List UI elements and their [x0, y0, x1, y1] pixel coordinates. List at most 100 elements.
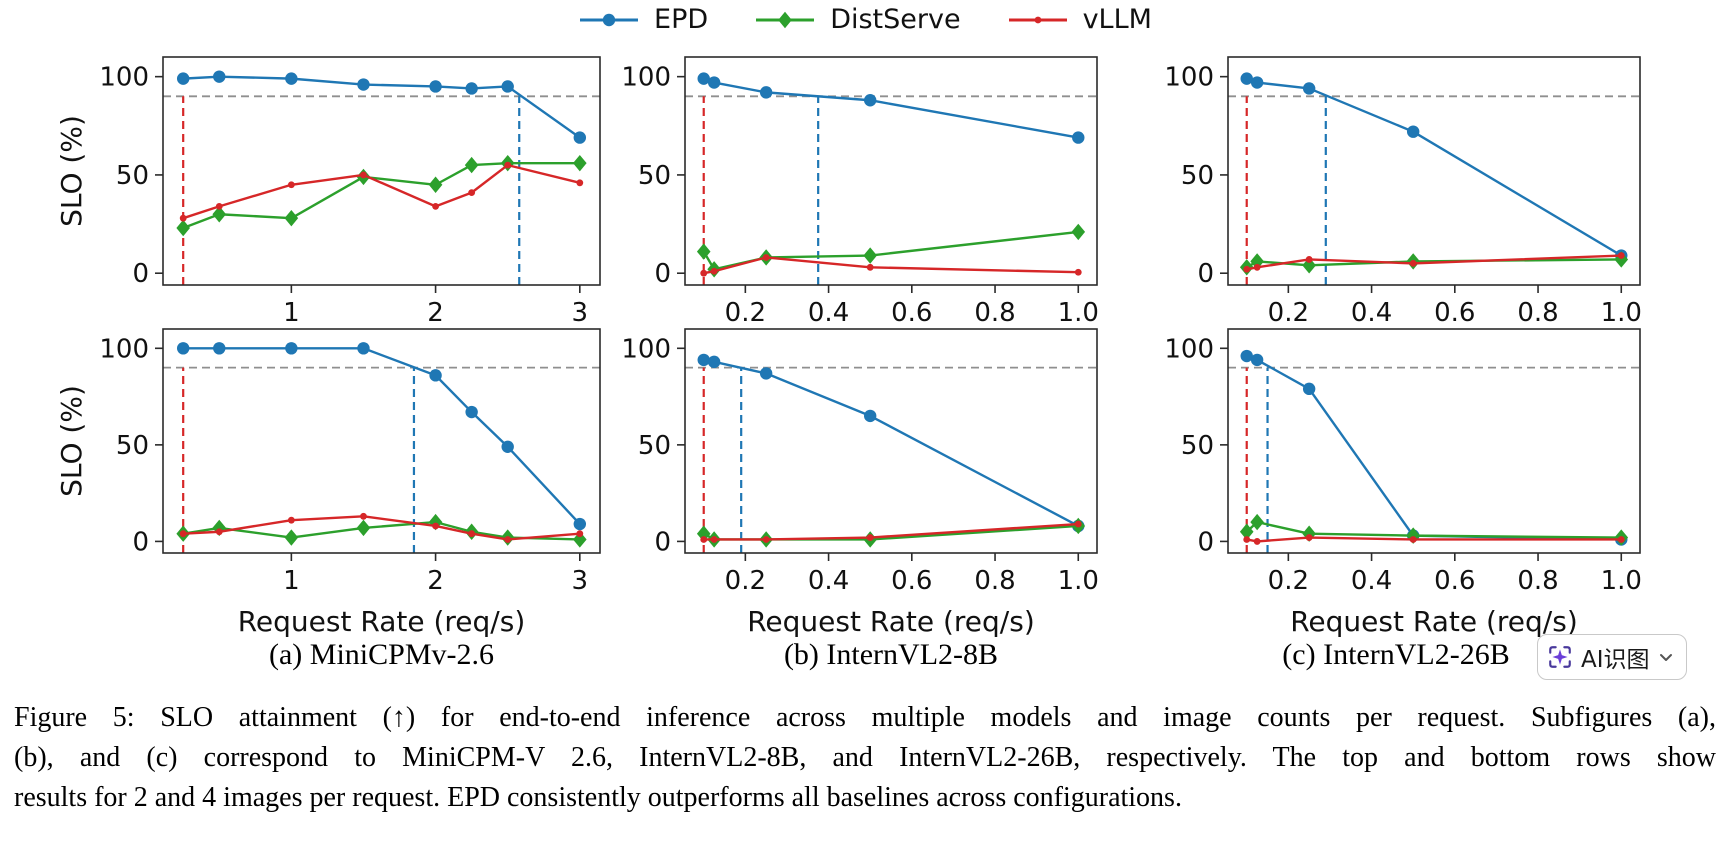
- legend-item-vllm: vLLM: [1007, 4, 1152, 35]
- x-axis-title: Request Rate (req/s): [1290, 605, 1578, 637]
- subplot-internvl8b-4img: 0.2 0.4 0.6 0.8 1.0 0 50 100 Request Rate (req/s…: [575, 315, 1110, 637]
- marker-dot: [1409, 259, 1417, 267]
- plot-frame: [162, 56, 601, 286]
- y-tick-label: 50: [638, 431, 671, 461]
- subplot-internvl8b-2img: 0.2 0.4 0.6 0.8 1.0 0 50 100: [575, 43, 1110, 331]
- caption-line-3: results for 2 and 4 images per request. …: [14, 782, 1182, 813]
- marker-circle: [285, 72, 298, 85]
- marker-circle: [863, 94, 877, 107]
- marker-circle: [429, 369, 442, 382]
- series-vLLM: [700, 254, 1082, 277]
- marker-dot: [1305, 256, 1313, 263]
- marker-dot: [468, 530, 476, 538]
- series-EPD: [697, 72, 1085, 144]
- y-tick-label: 0: [1197, 259, 1214, 289]
- caption-line-1: Figure 5: SLO attainment (↑) for end-to-…: [14, 702, 1716, 733]
- marker-diamond: [573, 154, 587, 172]
- series-line: [702, 230, 1079, 271]
- subplot-minicpm-2img: 1 2 3 0 50 100 SLO (%): [53, 43, 613, 331]
- series-EPD: [1240, 349, 1628, 546]
- x-tick-label: 1.0: [1601, 298, 1642, 328]
- y-axis: 0 50 100: [621, 63, 685, 289]
- marker-diamond: [1614, 251, 1629, 268]
- chevron-down-icon: [1658, 649, 1674, 665]
- marker-circle: [1240, 349, 1253, 363]
- marker-circle: [1302, 382, 1316, 396]
- series-vLLM: [1243, 534, 1625, 545]
- marker-circle: [213, 70, 226, 83]
- marker-circle: [1250, 353, 1264, 367]
- marker-dot: [504, 161, 512, 169]
- y-tick-label: 50: [116, 431, 149, 461]
- x-tick-label: 0.6: [1434, 566, 1475, 596]
- marker-circle: [465, 405, 478, 419]
- marker-dot: [432, 202, 439, 210]
- series-line: [1246, 77, 1622, 257]
- marker-circle: [357, 78, 370, 91]
- series-EPD: [1240, 72, 1628, 262]
- x-tick-label: 3: [572, 566, 589, 596]
- marker-circle: [501, 80, 514, 93]
- ai-recognize-label: AI识图: [1581, 647, 1650, 673]
- y-tick-label: 0: [654, 527, 671, 557]
- y-axis-title: SLO (%): [55, 115, 88, 227]
- plot-frame: [684, 328, 1098, 554]
- marker-dot: [710, 536, 718, 543]
- series-DistServe: [696, 223, 1086, 278]
- x-tick-label: 0.4: [1351, 566, 1392, 596]
- y-tick-label: 100: [1164, 334, 1214, 364]
- marker-dot: [1034, 16, 1041, 23]
- legend-item-epd: EPD: [578, 4, 708, 35]
- marker-circle: [465, 82, 478, 95]
- series-EPD: [697, 353, 1085, 533]
- marker-circle: [213, 342, 226, 355]
- marker-dot: [432, 522, 439, 530]
- series-vLLM: [179, 161, 584, 222]
- marker-circle: [176, 342, 190, 355]
- y-tick-label: 100: [621, 63, 671, 93]
- marker-circle: [1302, 82, 1316, 95]
- marker-diamond: [1250, 253, 1264, 270]
- x-axis: 1 2 3: [283, 553, 588, 596]
- legend-label: EPD: [654, 4, 709, 35]
- series-line: [183, 515, 580, 541]
- x-tick-label: 2: [427, 566, 444, 596]
- x-tick-label: 0.8: [1517, 566, 1558, 596]
- subplot-internvl26b-2img: 0.2 0.4 0.6 0.8 1.0 0 50 100: [1118, 43, 1653, 331]
- marker-diamond: [464, 156, 479, 174]
- x-tick-label: 0.4: [808, 298, 849, 328]
- y-tick-label: 100: [1164, 63, 1214, 93]
- series-vLLM: [700, 520, 1082, 543]
- marker-dot: [504, 536, 512, 543]
- series-DistServe: [1239, 513, 1629, 546]
- marker-dot: [700, 269, 708, 277]
- series-line: [182, 163, 581, 220]
- y-axis: 0 50 100: [1164, 63, 1228, 289]
- marker-circle: [759, 86, 773, 99]
- marker-circle: [357, 342, 370, 355]
- marker-circle: [429, 80, 442, 93]
- subcaption-b: (b) InternVL2-8B: [783, 638, 999, 671]
- marker-dot: [468, 189, 476, 197]
- x-axis: 0.2 0.4 0.6 0.8 1.0: [725, 285, 1099, 328]
- y-tick-label: 0: [1197, 527, 1214, 557]
- marker-diamond: [284, 209, 299, 227]
- marker-diamond: [778, 11, 792, 28]
- series-line: [1246, 354, 1622, 541]
- y-tick-label: 0: [654, 259, 671, 289]
- y-tick-label: 50: [1181, 161, 1214, 191]
- series-EPD: [176, 342, 587, 531]
- ai-recognize-button[interactable]: AI识图: [1537, 634, 1687, 680]
- marker-dot: [1074, 268, 1082, 276]
- x-tick-label: 1: [283, 298, 300, 328]
- marker-dot: [215, 528, 223, 536]
- y-tick-label: 100: [99, 334, 149, 364]
- marker-circle: [176, 72, 190, 85]
- marker-diamond: [1250, 513, 1264, 531]
- x-tick-label: 0.8: [974, 298, 1015, 328]
- dot-legend-marker: [1008, 16, 1067, 23]
- subplot-minicpm-4img: 1 2 3 0 50 100 SLO (%) Request Rate (req/s): [53, 315, 613, 637]
- subcaption-a: (a) MiniCPMv-2.6: [269, 638, 494, 671]
- x-tick-label: 0.8: [974, 566, 1015, 596]
- marker-diamond: [1302, 257, 1316, 274]
